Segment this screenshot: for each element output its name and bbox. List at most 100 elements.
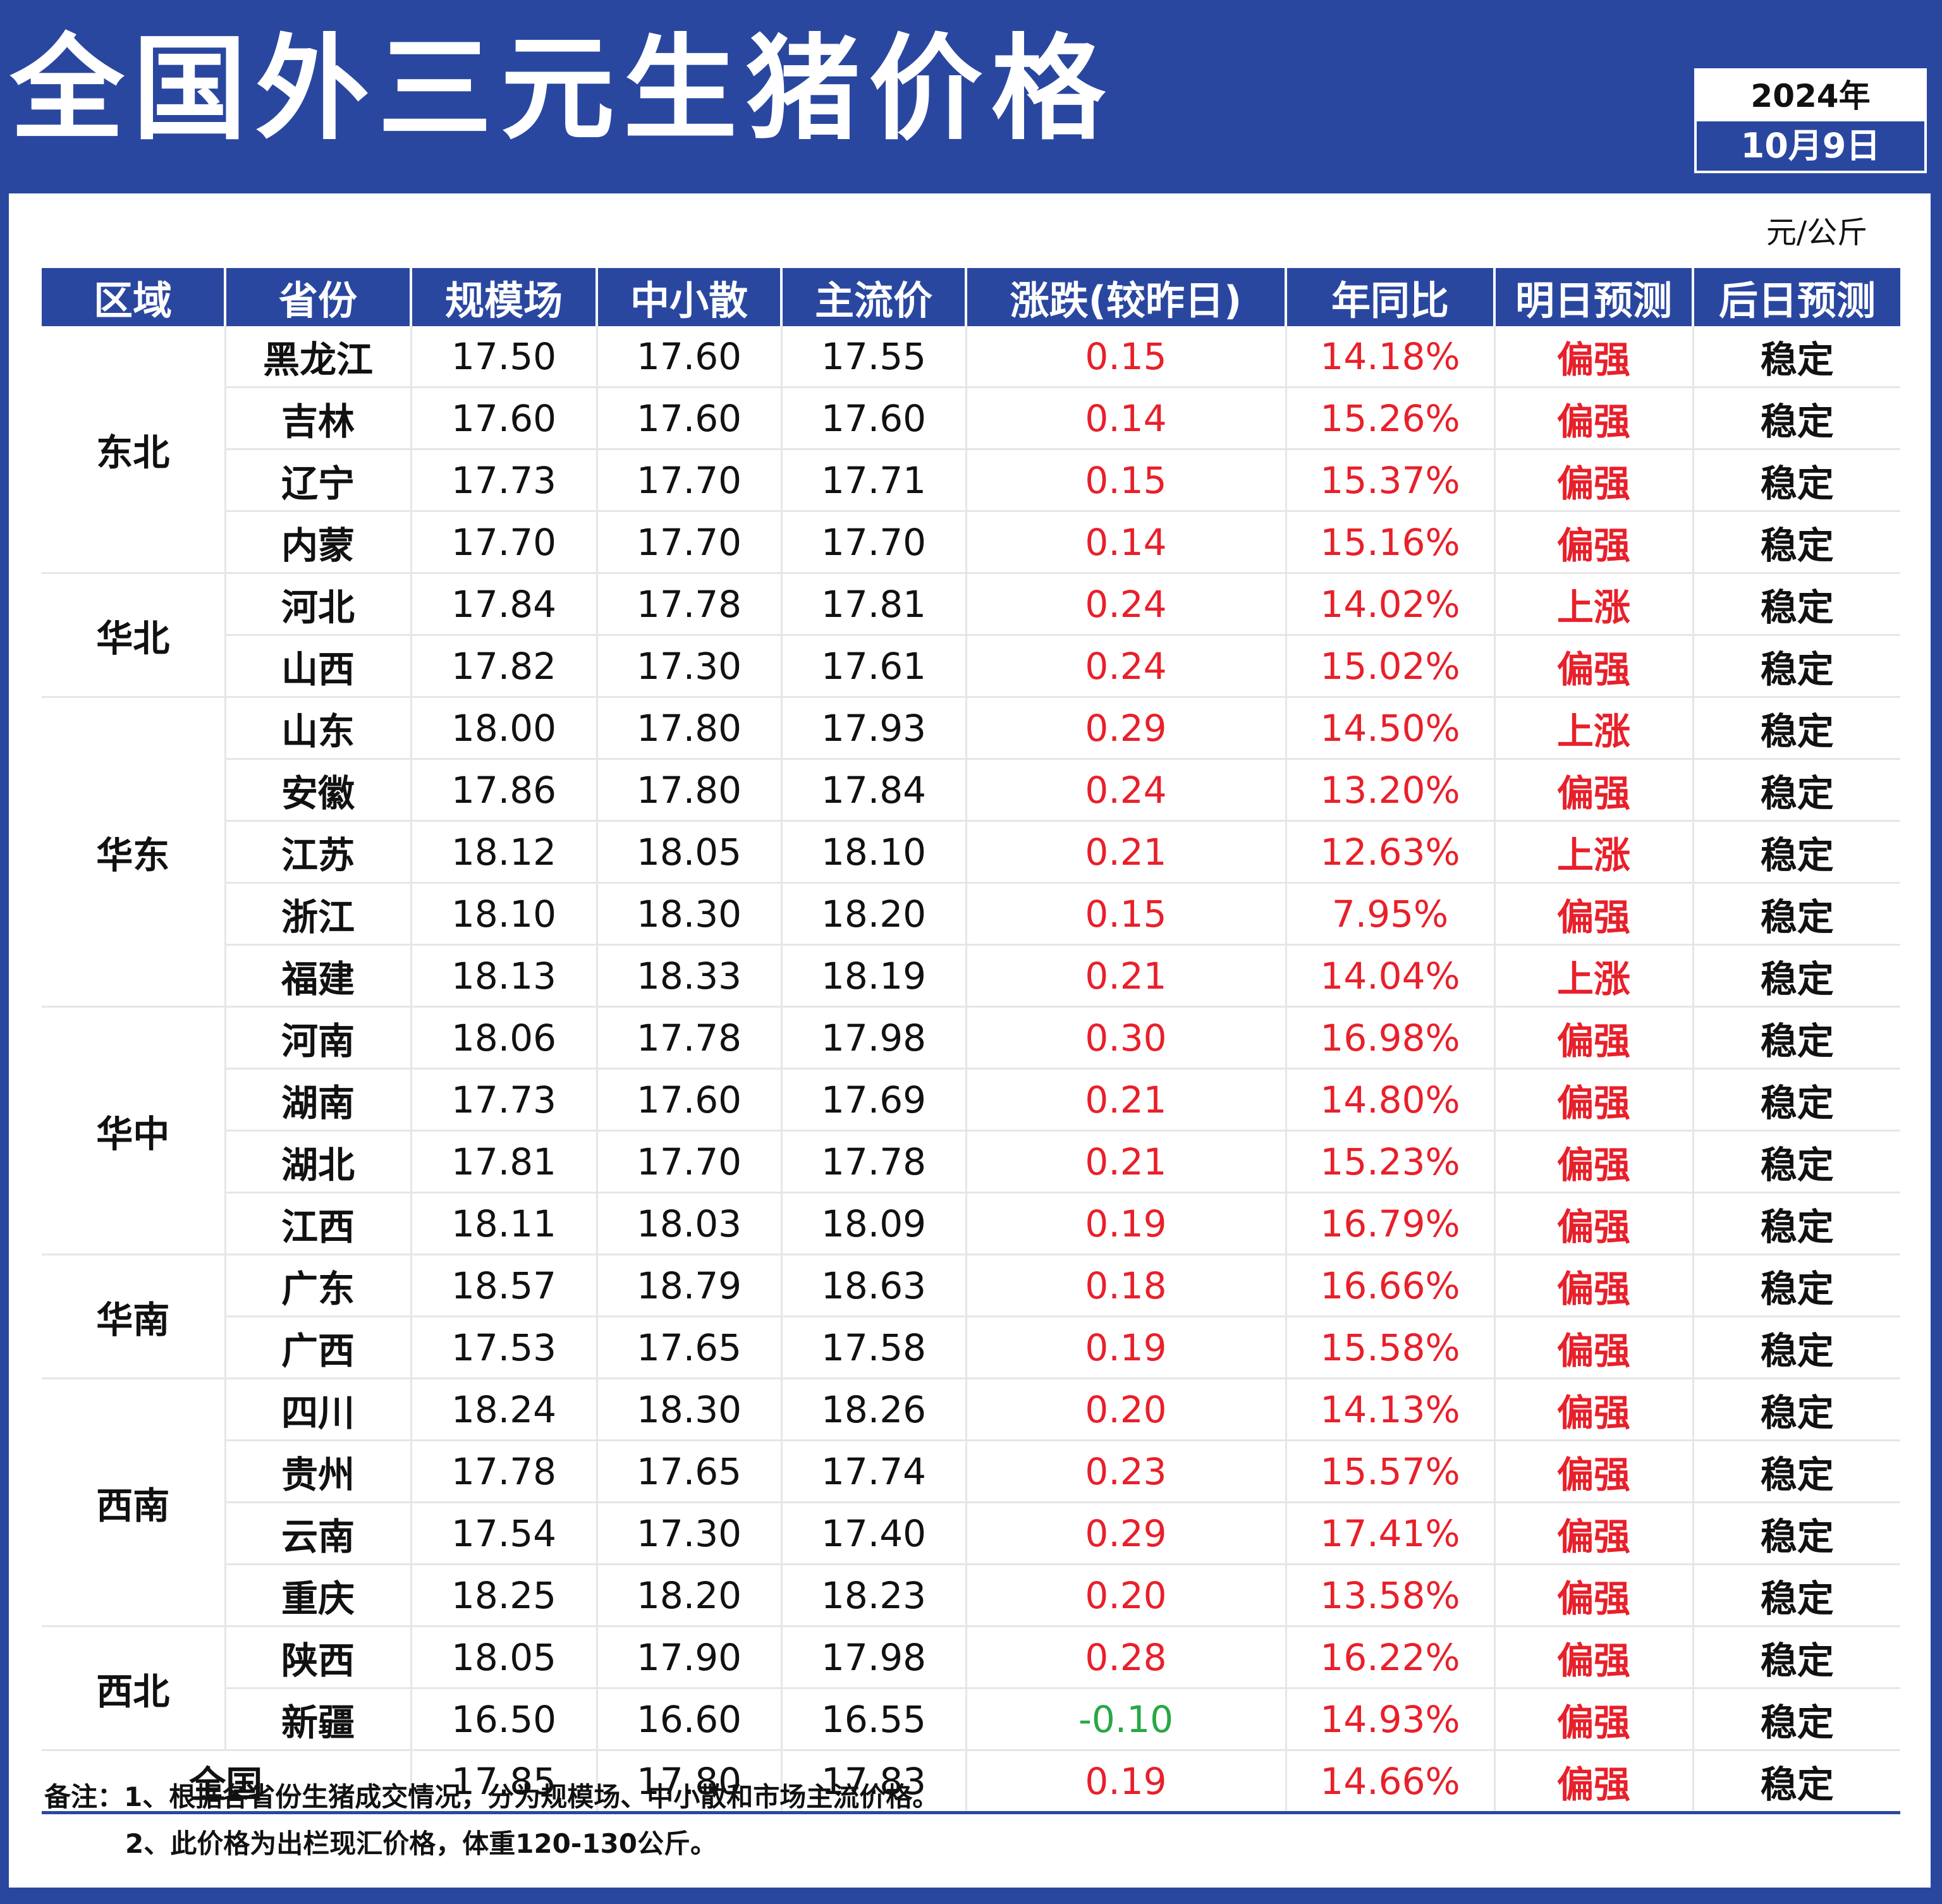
table-row: 华中 河南 18.06 17.78 17.98 0.30 16.98% 偏强 稳定 bbox=[42, 1006, 1900, 1255]
total-forecast-after-cell: 稳定 bbox=[1692, 1750, 1900, 1814]
price-change-cell: 0.14 bbox=[965, 511, 1286, 574]
yoy-change-cell: 14.04% bbox=[1285, 944, 1494, 1008]
price-change-cell: 0.23 bbox=[965, 1440, 1286, 1503]
date-badge: 2024年 10月9日 bbox=[1694, 68, 1927, 173]
date-year: 2024年 bbox=[1697, 71, 1924, 121]
col-header-small-farm: 中小散 bbox=[595, 268, 781, 326]
price-change-cell: 0.30 bbox=[965, 1006, 1286, 1070]
yoy-change-cell: 16.22% bbox=[1285, 1626, 1494, 1689]
total-large-farm-price-cell: 17.85 bbox=[410, 1750, 597, 1814]
price-change-cell: 0.20 bbox=[965, 1378, 1286, 1441]
large-farm-price-cell: 18.25 bbox=[410, 1564, 597, 1627]
forecast-tomorrow-cell: 偏强 bbox=[1493, 1440, 1693, 1503]
province-cell: 浙江 bbox=[224, 882, 411, 946]
table-row: 云南 17.54 17.30 17.40 0.29 17.41% 偏强 稳定 bbox=[42, 1502, 1900, 1565]
main-price-cell: 17.61 bbox=[780, 635, 966, 698]
forecast-after-cell: 稳定 bbox=[1692, 882, 1900, 946]
small-farm-price-cell: 17.65 bbox=[595, 1440, 781, 1503]
forecast-after-cell: 稳定 bbox=[1692, 387, 1900, 450]
main-price-cell: 17.81 bbox=[780, 573, 966, 636]
table-row: 华北 河北 17.84 17.78 17.81 0.24 14.02% 上涨 稳定 bbox=[42, 573, 1900, 698]
large-farm-price-cell: 17.53 bbox=[410, 1316, 597, 1379]
forecast-tomorrow-cell: 偏强 bbox=[1493, 759, 1693, 822]
yoy-change-cell: 16.79% bbox=[1285, 1192, 1494, 1255]
total-label-cell: 全国 bbox=[42, 1750, 411, 1814]
large-farm-price-cell: 18.05 bbox=[410, 1626, 597, 1689]
price-change-cell: -0.10 bbox=[965, 1688, 1286, 1751]
total-price-change-cell: 0.19 bbox=[965, 1750, 1286, 1814]
province-cell: 江苏 bbox=[224, 821, 411, 884]
forecast-after-cell: 稳定 bbox=[1692, 635, 1900, 698]
yoy-change-cell: 7.95% bbox=[1285, 882, 1494, 946]
small-farm-price-cell: 17.70 bbox=[595, 511, 781, 574]
price-change-cell: 0.24 bbox=[965, 635, 1286, 698]
footnote-2: 2、此价格为出栏现汇价格，体重120-130公斤。 bbox=[125, 1828, 717, 1859]
large-farm-price-cell: 17.70 bbox=[410, 511, 597, 574]
small-farm-price-cell: 16.60 bbox=[595, 1688, 781, 1751]
price-change-cell: 0.24 bbox=[965, 573, 1286, 636]
large-farm-price-cell: 18.13 bbox=[410, 944, 597, 1008]
large-farm-price-cell: 17.84 bbox=[410, 573, 597, 636]
price-change-cell: 0.21 bbox=[965, 1068, 1286, 1132]
large-farm-price-cell: 17.54 bbox=[410, 1502, 597, 1565]
price-change-cell: 0.29 bbox=[965, 1502, 1286, 1565]
region-cell: 华北 bbox=[42, 573, 225, 698]
forecast-tomorrow-cell: 偏强 bbox=[1493, 1006, 1693, 1070]
large-farm-price-cell: 17.60 bbox=[410, 387, 597, 450]
small-farm-price-cell: 18.30 bbox=[595, 1378, 781, 1441]
large-farm-price-cell: 17.73 bbox=[410, 1068, 597, 1132]
large-farm-price-cell: 17.82 bbox=[410, 635, 597, 698]
table-row: 东北 黑龙江 17.50 17.60 17.55 0.15 14.18% 偏强 稳定 bbox=[42, 326, 1900, 574]
yoy-change-cell: 15.37% bbox=[1285, 449, 1494, 512]
forecast-after-cell: 稳定 bbox=[1692, 1378, 1900, 1441]
region-cell: 华南 bbox=[42, 1254, 225, 1379]
yoy-change-cell: 13.58% bbox=[1285, 1564, 1494, 1627]
small-farm-price-cell: 17.78 bbox=[595, 1006, 781, 1070]
table-row: 华南 广东 18.57 18.79 18.63 0.18 16.66% 偏强 稳定 bbox=[42, 1254, 1900, 1379]
province-cell: 河南 bbox=[224, 1006, 411, 1070]
region-cell: 西南 bbox=[42, 1378, 225, 1627]
large-farm-price-cell: 18.24 bbox=[410, 1378, 597, 1441]
region-cell: 东北 bbox=[42, 326, 225, 574]
small-farm-price-cell: 17.60 bbox=[595, 387, 781, 450]
main-price-cell: 18.23 bbox=[780, 1564, 966, 1627]
forecast-tomorrow-cell: 偏强 bbox=[1493, 1378, 1693, 1441]
price-change-cell: 0.15 bbox=[965, 449, 1286, 512]
price-change-cell: 0.18 bbox=[965, 1254, 1286, 1317]
yoy-change-cell: 17.41% bbox=[1285, 1502, 1494, 1565]
small-farm-price-cell: 17.70 bbox=[595, 449, 781, 512]
main-price-cell: 17.98 bbox=[780, 1626, 966, 1689]
footnotes: 备注：1、根据各省份生猪成交情况，分为规模场、中小散和市场主流价格。 2、此价格… bbox=[44, 1774, 939, 1867]
province-cell: 贵州 bbox=[224, 1440, 411, 1503]
price-change-cell: 0.15 bbox=[965, 326, 1286, 388]
price-change-cell: 0.28 bbox=[965, 1626, 1286, 1689]
large-farm-price-cell: 17.86 bbox=[410, 759, 597, 822]
forecast-tomorrow-cell: 偏强 bbox=[1493, 387, 1693, 450]
region-cell: 华东 bbox=[42, 697, 225, 1008]
forecast-tomorrow-cell: 偏强 bbox=[1493, 882, 1693, 946]
small-farm-price-cell: 17.80 bbox=[595, 759, 781, 822]
forecast-after-cell: 稳定 bbox=[1692, 759, 1900, 822]
province-cell: 重庆 bbox=[224, 1564, 411, 1627]
province-cell: 湖北 bbox=[224, 1130, 411, 1193]
forecast-after-cell: 稳定 bbox=[1692, 326, 1900, 388]
yoy-change-cell: 15.02% bbox=[1285, 635, 1494, 698]
table-row: 广西 17.53 17.65 17.58 0.19 15.58% 偏强 稳定 bbox=[42, 1316, 1900, 1379]
forecast-after-cell: 稳定 bbox=[1692, 1688, 1900, 1751]
forecast-after-cell: 稳定 bbox=[1692, 1254, 1900, 1317]
forecast-tomorrow-cell: 偏强 bbox=[1493, 1626, 1693, 1689]
price-change-cell: 0.15 bbox=[965, 882, 1286, 946]
col-header-yoy: 年同比 bbox=[1285, 268, 1494, 326]
forecast-tomorrow-cell: 偏强 bbox=[1493, 1316, 1693, 1379]
forecast-after-cell: 稳定 bbox=[1692, 1192, 1900, 1255]
forecast-tomorrow-cell: 偏强 bbox=[1493, 635, 1693, 698]
col-header-change: 涨跌(较昨日) bbox=[965, 268, 1286, 326]
forecast-tomorrow-cell: 偏强 bbox=[1493, 511, 1693, 574]
total-row: 全国 17.85 17.80 17.83 0.19 14.66% 偏强 稳定 bbox=[42, 1750, 1900, 1814]
large-farm-price-cell: 17.81 bbox=[410, 1130, 597, 1193]
main-price-cell: 18.20 bbox=[780, 882, 966, 946]
table-row: 华东 山东 18.00 17.80 17.93 0.29 14.50% 上涨 稳定 bbox=[42, 697, 1900, 1008]
forecast-tomorrow-cell: 上涨 bbox=[1493, 697, 1693, 760]
main-price-cell: 17.93 bbox=[780, 697, 966, 760]
